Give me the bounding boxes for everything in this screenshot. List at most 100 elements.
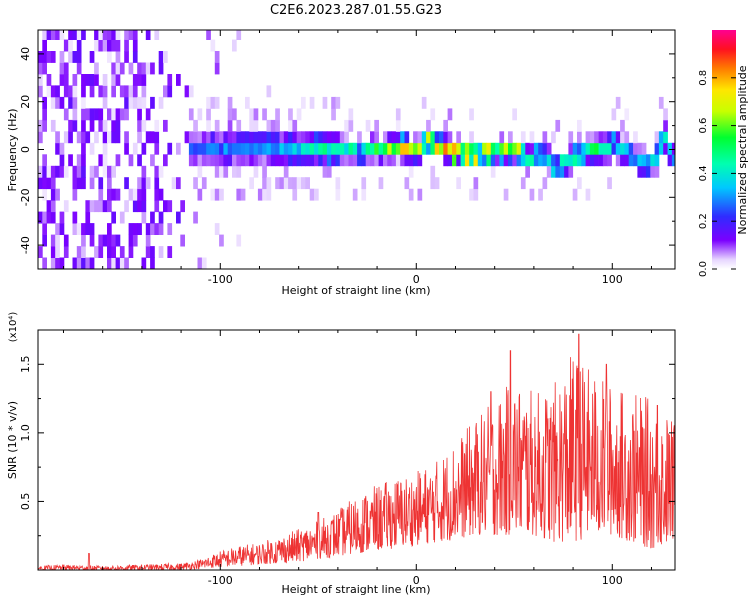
heatmap-cell [107, 39, 112, 52]
heatmap-cell [326, 142, 332, 155]
heatmap-cell [482, 154, 487, 167]
heatmap-cell [154, 177, 160, 190]
heatmap-cell [214, 165, 220, 178]
heatmap-cell [210, 39, 216, 52]
heatmap-cell [641, 142, 647, 155]
heatmap-cell [72, 96, 78, 109]
heatmap-cell [577, 119, 582, 132]
heatmap-cell [421, 96, 427, 109]
heatmap-cell [413, 131, 418, 144]
heatmap-cell [141, 85, 147, 98]
heatmap-cell [326, 154, 332, 167]
heatmap-cell [667, 154, 673, 167]
heatmap-cell [55, 142, 60, 155]
heatmap-cell [94, 246, 99, 258]
heatmap-cell [408, 154, 414, 167]
heatmap-cell [348, 154, 354, 167]
heatmap-cell [275, 177, 280, 190]
heatmap-cell [63, 108, 69, 121]
heatmap-cell [107, 177, 112, 190]
heatmap-cell [50, 165, 56, 178]
heatmap-cell [132, 39, 138, 52]
heatmap-cell [137, 108, 142, 121]
heatmap-cell [370, 131, 375, 144]
heatmap-cell [219, 234, 224, 247]
heatmap-cell [72, 177, 78, 190]
spectrogram-panel: -100 0 100 -40 -20 0 20 40 Height of straight … [6, 29, 676, 297]
heatmap-cell [227, 119, 233, 132]
heatmap-cell [430, 142, 436, 155]
heatmap-cell [154, 131, 160, 144]
heatmap-cell [257, 188, 263, 201]
heatmap-cell [85, 200, 91, 213]
heatmap-cell [167, 223, 173, 235]
heatmap-cell [322, 154, 328, 167]
heatmap-cell [46, 85, 52, 98]
heatmap-cell [46, 74, 52, 86]
heatmap-cell [426, 131, 431, 144]
spectrogram-y-tick-label: -20 [19, 188, 32, 206]
heatmap-cell [132, 188, 138, 201]
heatmap-cell [331, 142, 336, 155]
heatmap-cell [137, 62, 142, 75]
heatmap-cell [167, 200, 173, 213]
heatmap-cell [568, 165, 574, 178]
heatmap-cell [391, 154, 397, 167]
heatmap-cell [76, 39, 82, 52]
snr-y-tick-label: 1.0 [19, 424, 32, 442]
heatmap-cell [59, 30, 65, 40]
heatmap-cell [150, 62, 155, 75]
heatmap-cell [508, 154, 513, 167]
heatmap-cell [615, 96, 621, 109]
spectrogram-x-label: Height of straight line (km) [281, 284, 430, 297]
heatmap-cell [72, 30, 78, 40]
heatmap-cell [490, 142, 496, 155]
heatmap-cell [167, 74, 173, 86]
heatmap-cell [102, 39, 108, 52]
heatmap-cell [663, 142, 668, 155]
heatmap-cell [365, 154, 371, 167]
heatmap-cell [76, 257, 82, 269]
heatmap-cell [283, 154, 289, 167]
heatmap-cell [176, 177, 181, 190]
heatmap-cell [283, 177, 289, 190]
heatmap-cell [206, 96, 211, 109]
heatmap-cell [301, 96, 306, 109]
heatmap-cell [132, 96, 138, 109]
heatmap-cell [145, 62, 151, 75]
heatmap-cell [59, 74, 65, 86]
heatmap-cell [318, 131, 323, 144]
heatmap-cell [658, 96, 664, 109]
heatmap-cell [76, 246, 82, 258]
heatmap-cell [193, 154, 198, 167]
heatmap-cell [107, 188, 112, 201]
heatmap-cell [141, 74, 147, 86]
heatmap-cell [292, 188, 298, 201]
heatmap-cell [620, 142, 625, 155]
heatmap-cell [214, 154, 220, 167]
heatmap-cell [89, 234, 95, 247]
heatmap-cell [589, 131, 595, 144]
heatmap-cell [141, 165, 147, 178]
snr-x-axis: -100 0 100 [62, 330, 652, 587]
heatmap-cell [495, 154, 500, 167]
heatmap-cell [288, 154, 293, 167]
heatmap-cell [81, 74, 86, 86]
heatmap-cell [68, 85, 73, 98]
heatmap-cell [469, 188, 474, 201]
heatmap-cell [232, 108, 237, 121]
heatmap-cell [508, 142, 513, 155]
heatmap-cell [46, 30, 52, 40]
heatmap-cell [352, 188, 358, 201]
heatmap-cell [503, 154, 509, 167]
heatmap-cell [141, 119, 147, 132]
heatmap-cell [275, 108, 280, 121]
heatmap-cell [50, 30, 56, 40]
heatmap-cell [464, 154, 470, 167]
heatmap-cell [542, 154, 548, 167]
heatmap-cell [270, 131, 276, 144]
heatmap-cell [141, 96, 147, 109]
heatmap-cell [210, 96, 216, 109]
snr-series-line [38, 333, 675, 570]
heatmap-cell [141, 188, 147, 201]
